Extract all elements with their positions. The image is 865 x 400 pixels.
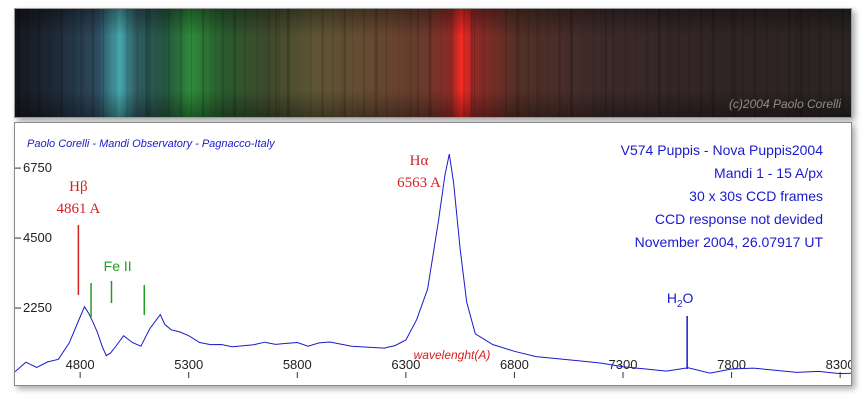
info-line: November 2004, 26.07917 UT bbox=[635, 234, 824, 250]
h-beta-wavelength: 4861 A bbox=[57, 201, 101, 217]
x-tick-label: 5300 bbox=[174, 357, 203, 372]
y-tick-label: 4500 bbox=[23, 230, 52, 245]
x-tick-label: 5800 bbox=[283, 357, 312, 372]
spectrum-strip-graphic bbox=[15, 9, 851, 117]
info-line: 30 x 30s CCD frames bbox=[689, 188, 823, 204]
x-axis-label: wavelenght(A) bbox=[414, 348, 491, 362]
info-line: V574 Puppis - Nova Puppis2004 bbox=[621, 142, 824, 158]
spectrum-chart: 2250 4500 6750 4800 5300 5800 6300 6800 7300 780… bbox=[14, 122, 852, 386]
y-tick-label: 6750 bbox=[23, 160, 52, 175]
spectrum-image: (c)2004 Paolo Corelli bbox=[14, 8, 852, 118]
x-tick-label: 8300 bbox=[826, 357, 851, 372]
fe-ii-label: Fe II bbox=[104, 258, 132, 274]
x-tick-label: 7800 bbox=[717, 357, 746, 372]
copyright-text: (c)2004 Paolo Corelli bbox=[728, 97, 841, 111]
chart-canvas: 2250 4500 6750 4800 5300 5800 6300 6800 7300 780… bbox=[15, 138, 851, 378]
x-tick-label: 6800 bbox=[500, 357, 529, 372]
x-tick-label: 7300 bbox=[609, 357, 638, 372]
h-alpha-label: Hα bbox=[410, 153, 429, 169]
spectrum-series-line bbox=[15, 153, 851, 375]
h-alpha-wavelength: 6563 A bbox=[397, 175, 441, 191]
info-line: Mandi 1 - 15 A/px bbox=[714, 165, 823, 181]
y-tick-label: 2250 bbox=[23, 300, 52, 315]
x-tick-label: 4800 bbox=[66, 357, 95, 372]
h2o-label: H2O bbox=[667, 290, 694, 310]
info-line: CCD response not devided bbox=[655, 211, 823, 227]
h-beta-label: Hβ bbox=[69, 179, 87, 195]
x-tick-label: 6300 bbox=[391, 357, 420, 372]
observer-caption: Paolo Corelli - Mandi Observatory - Pagn… bbox=[27, 138, 276, 150]
